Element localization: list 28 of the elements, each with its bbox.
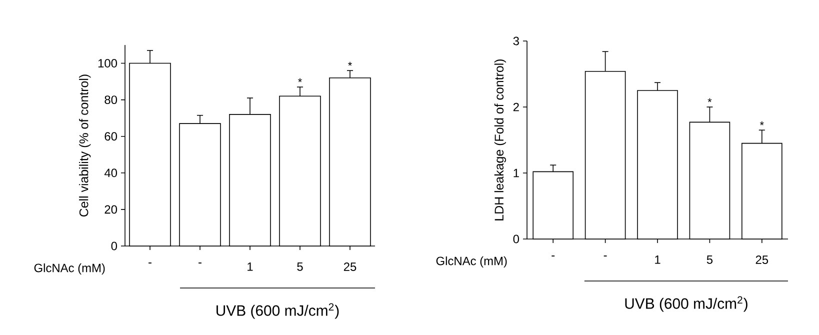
y-tick-label: 80 (104, 96, 118, 104)
text: UVB (600 mJ/cm$^{2}$) (216, 303, 339, 319)
y-tick-label: 3 (513, 36, 519, 46)
x-tick-label: 1 (655, 256, 660, 264)
y-axis-title: Cell viability (% of control) (79, 74, 91, 216)
annotation: * (348, 62, 352, 66)
y-axis-title: LDH leakage (Fold of control) (494, 59, 506, 220)
x-tick-label: 25 (756, 256, 768, 264)
annotation: * (298, 78, 302, 82)
x-tick-label: - (198, 262, 202, 264)
y-tick-label: 100 (98, 59, 118, 68)
text: UVB (600 mJ/cm$^{2}$) (625, 296, 748, 312)
y-tick-label: 20 (104, 205, 118, 214)
y-tick-label: 2 (513, 102, 519, 112)
annotation: * (708, 98, 712, 102)
y-tick-label: 60 (104, 132, 118, 141)
y-tick-label: 40 (104, 168, 118, 178)
x-tick-label: 1 (248, 262, 253, 271)
text: GlcNAc (mM) (436, 256, 507, 268)
x-tick-label: 5 (297, 262, 303, 271)
y-tick-label: 0 (111, 242, 118, 250)
text: GlcNAc (mM) (34, 263, 105, 275)
x-tick-label: - (148, 262, 152, 264)
y-tick-label: 0 (513, 234, 520, 244)
annotation: * (760, 121, 764, 126)
x-tick-label: 5 (706, 256, 713, 264)
x-tick-label: 25 (344, 262, 356, 271)
y-tick-label: 1 (514, 168, 519, 178)
